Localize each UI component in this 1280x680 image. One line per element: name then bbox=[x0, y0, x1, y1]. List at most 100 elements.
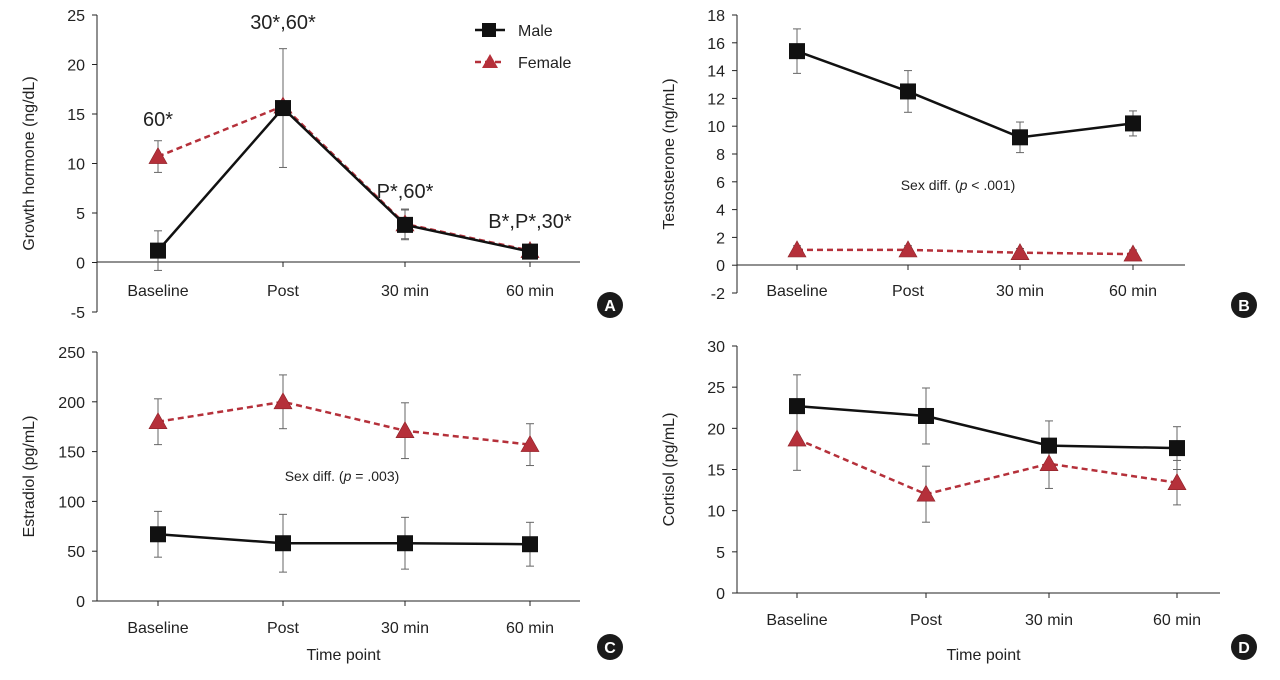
y-tick-label: -2 bbox=[711, 286, 725, 303]
y-tick-label: 12 bbox=[707, 91, 725, 108]
y-tick-label: 5 bbox=[716, 545, 725, 562]
y-tick-label: 15 bbox=[707, 463, 725, 480]
point-male bbox=[522, 243, 538, 260]
y-tick-label: 10 bbox=[67, 157, 85, 174]
y-tick-label: 20 bbox=[707, 421, 725, 438]
error-bars-female bbox=[154, 374, 534, 467]
x-tick-label: 60 min bbox=[506, 283, 554, 300]
y-tick-label: 18 bbox=[707, 8, 725, 25]
y-axis-label: Growth hormone (ng/dL) bbox=[21, 76, 38, 250]
point-male bbox=[1169, 440, 1185, 457]
point-female bbox=[1039, 454, 1059, 472]
error-bars-female bbox=[793, 245, 1137, 259]
significance-annotation: 30*,60* bbox=[250, 12, 316, 34]
point-female bbox=[273, 392, 293, 410]
point-male bbox=[275, 100, 291, 117]
error-bars-male bbox=[154, 510, 534, 573]
panel-badge bbox=[597, 292, 623, 318]
y-tick-label: 5 bbox=[76, 206, 85, 223]
point-female bbox=[916, 484, 936, 502]
series-line-female bbox=[797, 248, 1134, 256]
panel-c: 0 50 100 150 200 250 Baseline Post 30 min 60 min E… bbox=[21, 345, 623, 664]
panel-a: -5 0 5 10 15 20 25 Baseline Post 30 min 60 min Grow… bbox=[21, 8, 623, 322]
x-tick-label: 60 min bbox=[1109, 283, 1157, 300]
panel-badge-letter: C bbox=[604, 640, 616, 657]
error-bars-male bbox=[793, 374, 1181, 471]
x-axis-label: Time point bbox=[946, 647, 1021, 664]
point-male bbox=[275, 535, 291, 552]
annotation-prefix: Sex diff. ( bbox=[901, 177, 960, 193]
y-tick-label: 0 bbox=[76, 594, 85, 611]
point-male bbox=[900, 83, 916, 100]
y-tick-label: 50 bbox=[67, 544, 85, 561]
annotation-suffix: < .001) bbox=[967, 177, 1015, 193]
y-tick-label: 0 bbox=[716, 586, 725, 603]
x-tick-label: Baseline bbox=[127, 283, 188, 300]
x-tick-label: Post bbox=[267, 620, 300, 637]
annotation-suffix: = .003) bbox=[351, 468, 399, 484]
error-bars-male bbox=[154, 48, 534, 271]
panel-b: -2 0 2 4 6 8 10 12 14 16 18 Baseline Post 30 min 60 mi… bbox=[661, 8, 1257, 318]
panel-badge-letter: B bbox=[1238, 298, 1250, 315]
series-line-female bbox=[157, 400, 531, 446]
y-axis-label: Estradiol (pg/mL) bbox=[21, 416, 38, 538]
x-tick-label: Baseline bbox=[127, 620, 188, 637]
panel-badge-letter: D bbox=[1238, 640, 1250, 657]
series-line-male bbox=[157, 106, 531, 253]
x-tick-label: Post bbox=[910, 612, 943, 629]
y-tick-label: 20 bbox=[67, 58, 85, 75]
x-tick-label: 30 min bbox=[381, 283, 429, 300]
y-tick-label: 4 bbox=[716, 203, 725, 220]
y-tick-label: 10 bbox=[707, 504, 725, 521]
y-tick-label: 2 bbox=[716, 230, 725, 247]
panel-badge bbox=[597, 634, 623, 660]
sex-difference-annotation: Sex diff. (p < .001) bbox=[901, 177, 1016, 193]
point-male bbox=[789, 43, 805, 60]
point-male bbox=[1041, 437, 1057, 454]
point-female bbox=[1010, 243, 1030, 260]
series-line-female bbox=[796, 437, 1178, 496]
y-tick-label: 30 bbox=[707, 339, 725, 356]
y-tick-label: 16 bbox=[707, 36, 725, 53]
error-bars-female bbox=[154, 101, 534, 256]
point-female bbox=[520, 435, 540, 452]
point-male bbox=[397, 535, 413, 552]
panel-badge-letter: A bbox=[604, 298, 616, 315]
significance-annotation: B*,P*,30* bbox=[488, 211, 572, 233]
x-tick-label: 30 min bbox=[1025, 612, 1073, 629]
y-tick-label: 150 bbox=[58, 445, 85, 462]
y-tick-label: 25 bbox=[67, 8, 85, 25]
point-male bbox=[1012, 129, 1028, 146]
significance-annotation: P*,60* bbox=[377, 181, 434, 203]
y-axis-label: Testosterone (ng/mL) bbox=[661, 78, 678, 229]
point-male bbox=[150, 526, 166, 543]
y-tick-label: 250 bbox=[58, 345, 85, 362]
point-female bbox=[1167, 473, 1187, 490]
x-tick-label: 60 min bbox=[1153, 612, 1201, 629]
annotation-p: p bbox=[343, 468, 352, 484]
point-female bbox=[898, 240, 918, 258]
error-bars-male bbox=[793, 28, 1137, 154]
point-male bbox=[397, 216, 413, 233]
point-female bbox=[1123, 244, 1143, 262]
point-female bbox=[787, 429, 807, 447]
legend-label-female: Female bbox=[518, 55, 571, 72]
error-bars-female bbox=[793, 407, 1181, 523]
y-tick-label: 0 bbox=[716, 258, 725, 275]
x-tick-label: 60 min bbox=[506, 620, 554, 637]
y-tick-label: 100 bbox=[58, 494, 85, 511]
x-tick-label: Post bbox=[892, 283, 925, 300]
legend-marker-female bbox=[482, 54, 498, 68]
point-male bbox=[150, 242, 166, 259]
x-axis-label: Time point bbox=[306, 647, 381, 664]
y-tick-label: 0 bbox=[76, 256, 85, 273]
series-line-male bbox=[796, 404, 1178, 450]
point-male bbox=[918, 407, 934, 424]
y-tick-label: 15 bbox=[67, 107, 85, 124]
point-male bbox=[789, 398, 805, 415]
x-tick-label: Post bbox=[267, 283, 300, 300]
y-tick-label: 8 bbox=[716, 147, 725, 164]
legend-label-male: Male bbox=[518, 23, 553, 40]
y-tick-label: 6 bbox=[716, 175, 725, 192]
